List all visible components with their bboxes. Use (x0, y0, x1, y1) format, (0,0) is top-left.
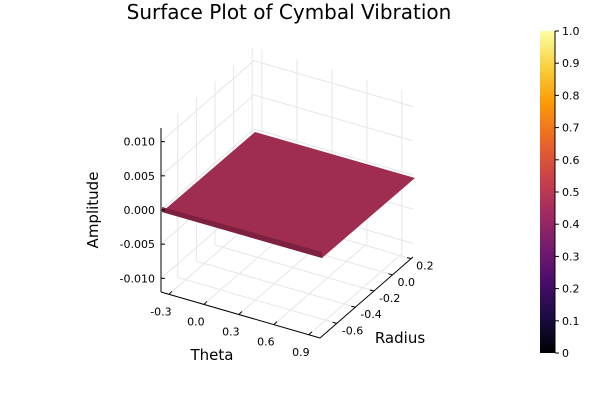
colorbar-tick-label: 0 (562, 347, 569, 360)
y-axis-line (319, 256, 414, 339)
x-tick-mark (273, 321, 278, 326)
y-tick-mark (407, 257, 412, 260)
x-tick-label: 0.0 (187, 315, 205, 328)
surface-front-edge (162, 207, 322, 258)
y-tick-labels: -0.6 -0.4 -0.2 0.00.2 (332, 257, 434, 337)
colorbar-tick-label: 0.8 (562, 89, 580, 102)
z-grid-line-back (253, 60, 414, 108)
z-grid-line-side (160, 128, 255, 211)
y-tick-label: 0.0 (398, 276, 416, 289)
z-grid-line-side (160, 60, 255, 143)
colorbar (540, 31, 555, 353)
x-axis-label: Theta (190, 346, 234, 364)
z-grid-line-back (253, 94, 414, 142)
y-tick-label: -0.4 (360, 308, 381, 321)
y-tick-label: -0.2 (379, 292, 400, 305)
y-tick-label: 0.2 (416, 260, 434, 273)
z-grid-line-side (160, 94, 255, 177)
colorbar-tick-label: 0.3 (562, 250, 580, 263)
x-tick-label: 0.6 (257, 336, 275, 349)
y-tick-mark (369, 289, 375, 292)
colorbar-tick-label: 0.6 (562, 154, 580, 167)
x-tick-mark (238, 311, 243, 315)
z-axis-label: Amplitude (84, 172, 102, 249)
colorbar-tick-label: 0.9 (562, 57, 580, 70)
colorbar-tick-labels: 0 0.1 0.2 0.3 0.4 0.5 0.6 0.7 0.8 0.9 1.0 (555, 25, 580, 360)
colorbar-tick-label: 0.7 (562, 122, 580, 135)
x-axis-line (160, 291, 321, 339)
y-tick-label: -0.6 (342, 324, 363, 337)
y-axis-label: Radius (375, 329, 425, 347)
colorbar-tick-label: 0.5 (562, 186, 580, 199)
x-tick-mark (168, 290, 173, 295)
y-grid-line-floor (214, 244, 375, 292)
surface-top-face (162, 132, 415, 258)
x-tick-label: -0.3 (150, 305, 171, 318)
x-tick-labels: -0.3 0.0 0.3 0.6 0.9 (150, 290, 313, 359)
y-grid-line-floor (196, 260, 356, 308)
y-tick-mark (388, 273, 393, 276)
colorbar-tick-label: 0.1 (562, 315, 580, 328)
z-tick-label: -0.005 (120, 238, 155, 251)
surface-plane (162, 132, 415, 258)
z-tick-label: 0.005 (124, 170, 156, 183)
x-grid-line-floor (308, 253, 403, 336)
x-tick-mark (308, 331, 313, 336)
z-grid-line-back (253, 128, 414, 176)
chart-title: Surface Plot of Cymbal Vibration (127, 0, 452, 24)
x-tick-label: 0.3 (222, 326, 240, 339)
y-grid-line-floor (177, 276, 337, 324)
x-grid-line-floor (273, 243, 368, 326)
x-tick-mark (203, 301, 208, 305)
colorbar-tick-label: 0.4 (562, 218, 580, 231)
z-tick-label: 0.010 (124, 136, 156, 149)
colorbar-tick-label: 1.0 (562, 25, 580, 38)
z-tick-label: -0.010 (120, 272, 155, 285)
x-tick-label: 0.9 (292, 346, 310, 359)
z-tick-labels: -0.010 -0.005 0.000 0.005 0.010 (120, 136, 165, 285)
colorbar-tick-label: 0.2 (562, 283, 580, 296)
y-tick-mark (332, 321, 337, 324)
z-tick-label: 0.000 (124, 204, 156, 217)
y-tick-mark (351, 305, 356, 308)
